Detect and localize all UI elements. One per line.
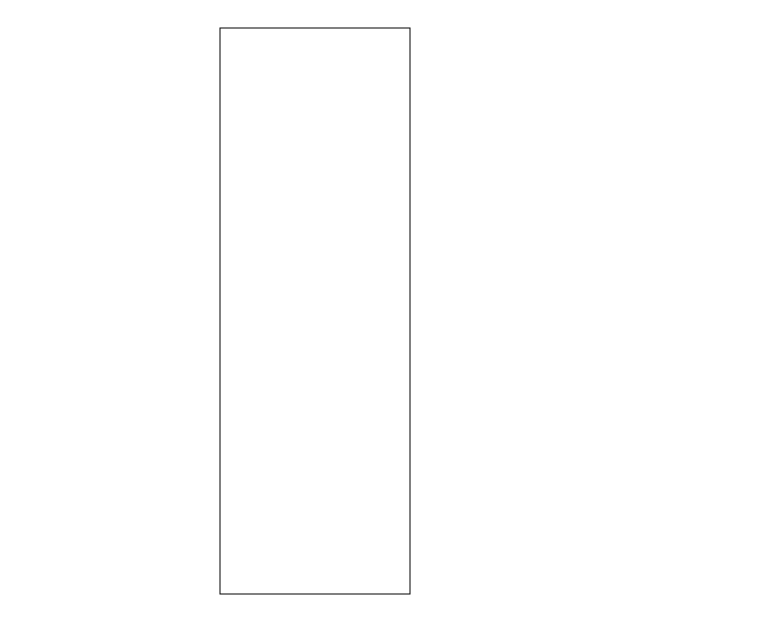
simulink-diagram [0,0,782,642]
matlab-function-block[interactable] [220,28,410,594]
